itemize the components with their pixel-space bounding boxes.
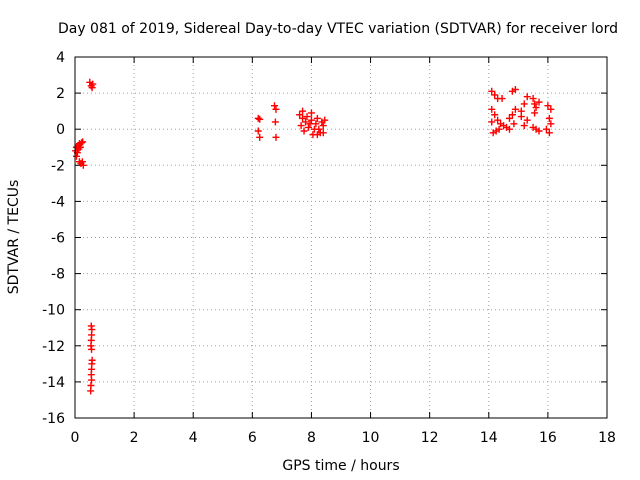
data-point — [296, 111, 304, 119]
data-point — [307, 116, 315, 124]
data-point — [491, 111, 499, 119]
data-point — [523, 93, 531, 101]
data-point — [488, 105, 496, 113]
data-points — [72, 78, 555, 395]
x-tick-labels: 0 2 4 6 8 10 12 14 16 18 — [71, 430, 616, 446]
x-tick-label: 14 — [480, 430, 498, 446]
data-point — [79, 161, 87, 169]
plot-frame — [74, 56, 608, 419]
x-tick-label: 0 — [71, 430, 80, 446]
x-tick-label: 4 — [189, 430, 198, 446]
data-point — [297, 122, 305, 130]
data-point — [299, 114, 307, 122]
y-tick-label: -16 — [42, 411, 65, 427]
y-tick-label: 0 — [56, 122, 65, 138]
data-point — [511, 85, 519, 93]
data-point — [313, 114, 321, 122]
data-point — [256, 115, 264, 123]
data-point — [271, 118, 279, 126]
x-tick-label: 18 — [598, 430, 616, 446]
data-point — [545, 114, 553, 122]
data-point — [505, 114, 513, 122]
data-point — [508, 111, 516, 119]
data-point — [488, 118, 496, 126]
data-point — [495, 125, 503, 133]
data-point — [256, 133, 264, 141]
data-point — [306, 120, 314, 128]
x-tick-label: 8 — [307, 430, 316, 446]
data-point — [517, 113, 525, 121]
y-tick-label: -6 — [51, 231, 65, 247]
data-point — [72, 152, 80, 160]
x-tick-label: 10 — [362, 430, 380, 446]
y-tick-labels: 4 2 0 -2 -4 -6 -8 -10 -12 -14 -16 — [42, 50, 65, 427]
x-axis-title: GPS time / hours — [282, 458, 399, 474]
data-point — [79, 138, 87, 146]
data-point — [254, 114, 262, 122]
data-point — [547, 120, 555, 128]
data-point — [532, 104, 540, 112]
data-point — [319, 129, 327, 137]
data-point — [88, 345, 96, 353]
data-point — [319, 122, 327, 130]
data-point — [523, 116, 531, 124]
y-tick-label: 2 — [56, 86, 65, 102]
y-tick-label: 4 — [56, 50, 65, 66]
data-point — [520, 100, 528, 108]
data-point — [272, 133, 280, 141]
y-tick-label: -8 — [51, 267, 65, 283]
x-tick-label: 2 — [130, 430, 139, 446]
data-point — [303, 113, 311, 121]
data-point — [299, 107, 307, 115]
x-tick-label: 6 — [248, 430, 257, 446]
x-tick-label: 16 — [539, 430, 557, 446]
data-point — [88, 84, 96, 92]
data-point — [78, 139, 86, 147]
data-point — [312, 120, 320, 128]
y-axis-title: SDTVAR / TECUs — [6, 180, 22, 295]
data-point — [531, 109, 539, 117]
data-point — [304, 123, 312, 131]
data-point — [535, 127, 543, 135]
chart-title: Day 081 of 2019, Sidereal Day-to-day VTE… — [58, 21, 618, 37]
y-tick-label: -10 — [42, 303, 65, 319]
data-point — [544, 102, 552, 110]
y-tick-label: -14 — [42, 375, 65, 391]
data-point — [315, 125, 323, 133]
data-point — [511, 105, 519, 113]
data-point — [547, 105, 555, 113]
data-point — [78, 158, 86, 166]
data-point — [300, 127, 308, 135]
data-point — [542, 125, 550, 133]
y-tick-label: -2 — [51, 158, 65, 174]
data-point — [531, 100, 539, 108]
data-point — [488, 87, 496, 95]
y-tick-label: -12 — [42, 339, 65, 355]
data-point — [307, 109, 315, 117]
data-point — [313, 131, 321, 139]
data-point — [254, 127, 262, 135]
data-point — [498, 95, 506, 103]
data-point — [494, 116, 502, 124]
data-point — [545, 129, 553, 137]
data-point — [535, 98, 543, 106]
data-point — [87, 387, 95, 395]
y-tick-label: -4 — [51, 194, 65, 210]
x-tick-label: 12 — [421, 430, 439, 446]
data-point — [491, 91, 499, 99]
data-point — [510, 120, 518, 128]
data-point — [520, 122, 528, 130]
data-point — [76, 143, 84, 151]
data-point — [302, 118, 310, 126]
data-point — [271, 102, 278, 110]
data-point — [505, 125, 513, 133]
data-point — [272, 105, 280, 113]
grid — [75, 57, 607, 418]
data-point — [318, 118, 326, 126]
data-point — [529, 95, 537, 103]
